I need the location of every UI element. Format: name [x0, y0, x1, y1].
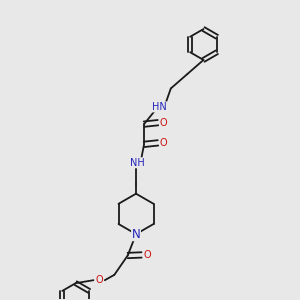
- Text: O: O: [143, 250, 151, 260]
- Text: N: N: [132, 228, 140, 241]
- Text: O: O: [160, 138, 167, 148]
- Text: HN: HN: [152, 102, 167, 112]
- Text: NH: NH: [130, 158, 145, 168]
- Text: O: O: [95, 275, 103, 285]
- Text: O: O: [160, 118, 167, 128]
